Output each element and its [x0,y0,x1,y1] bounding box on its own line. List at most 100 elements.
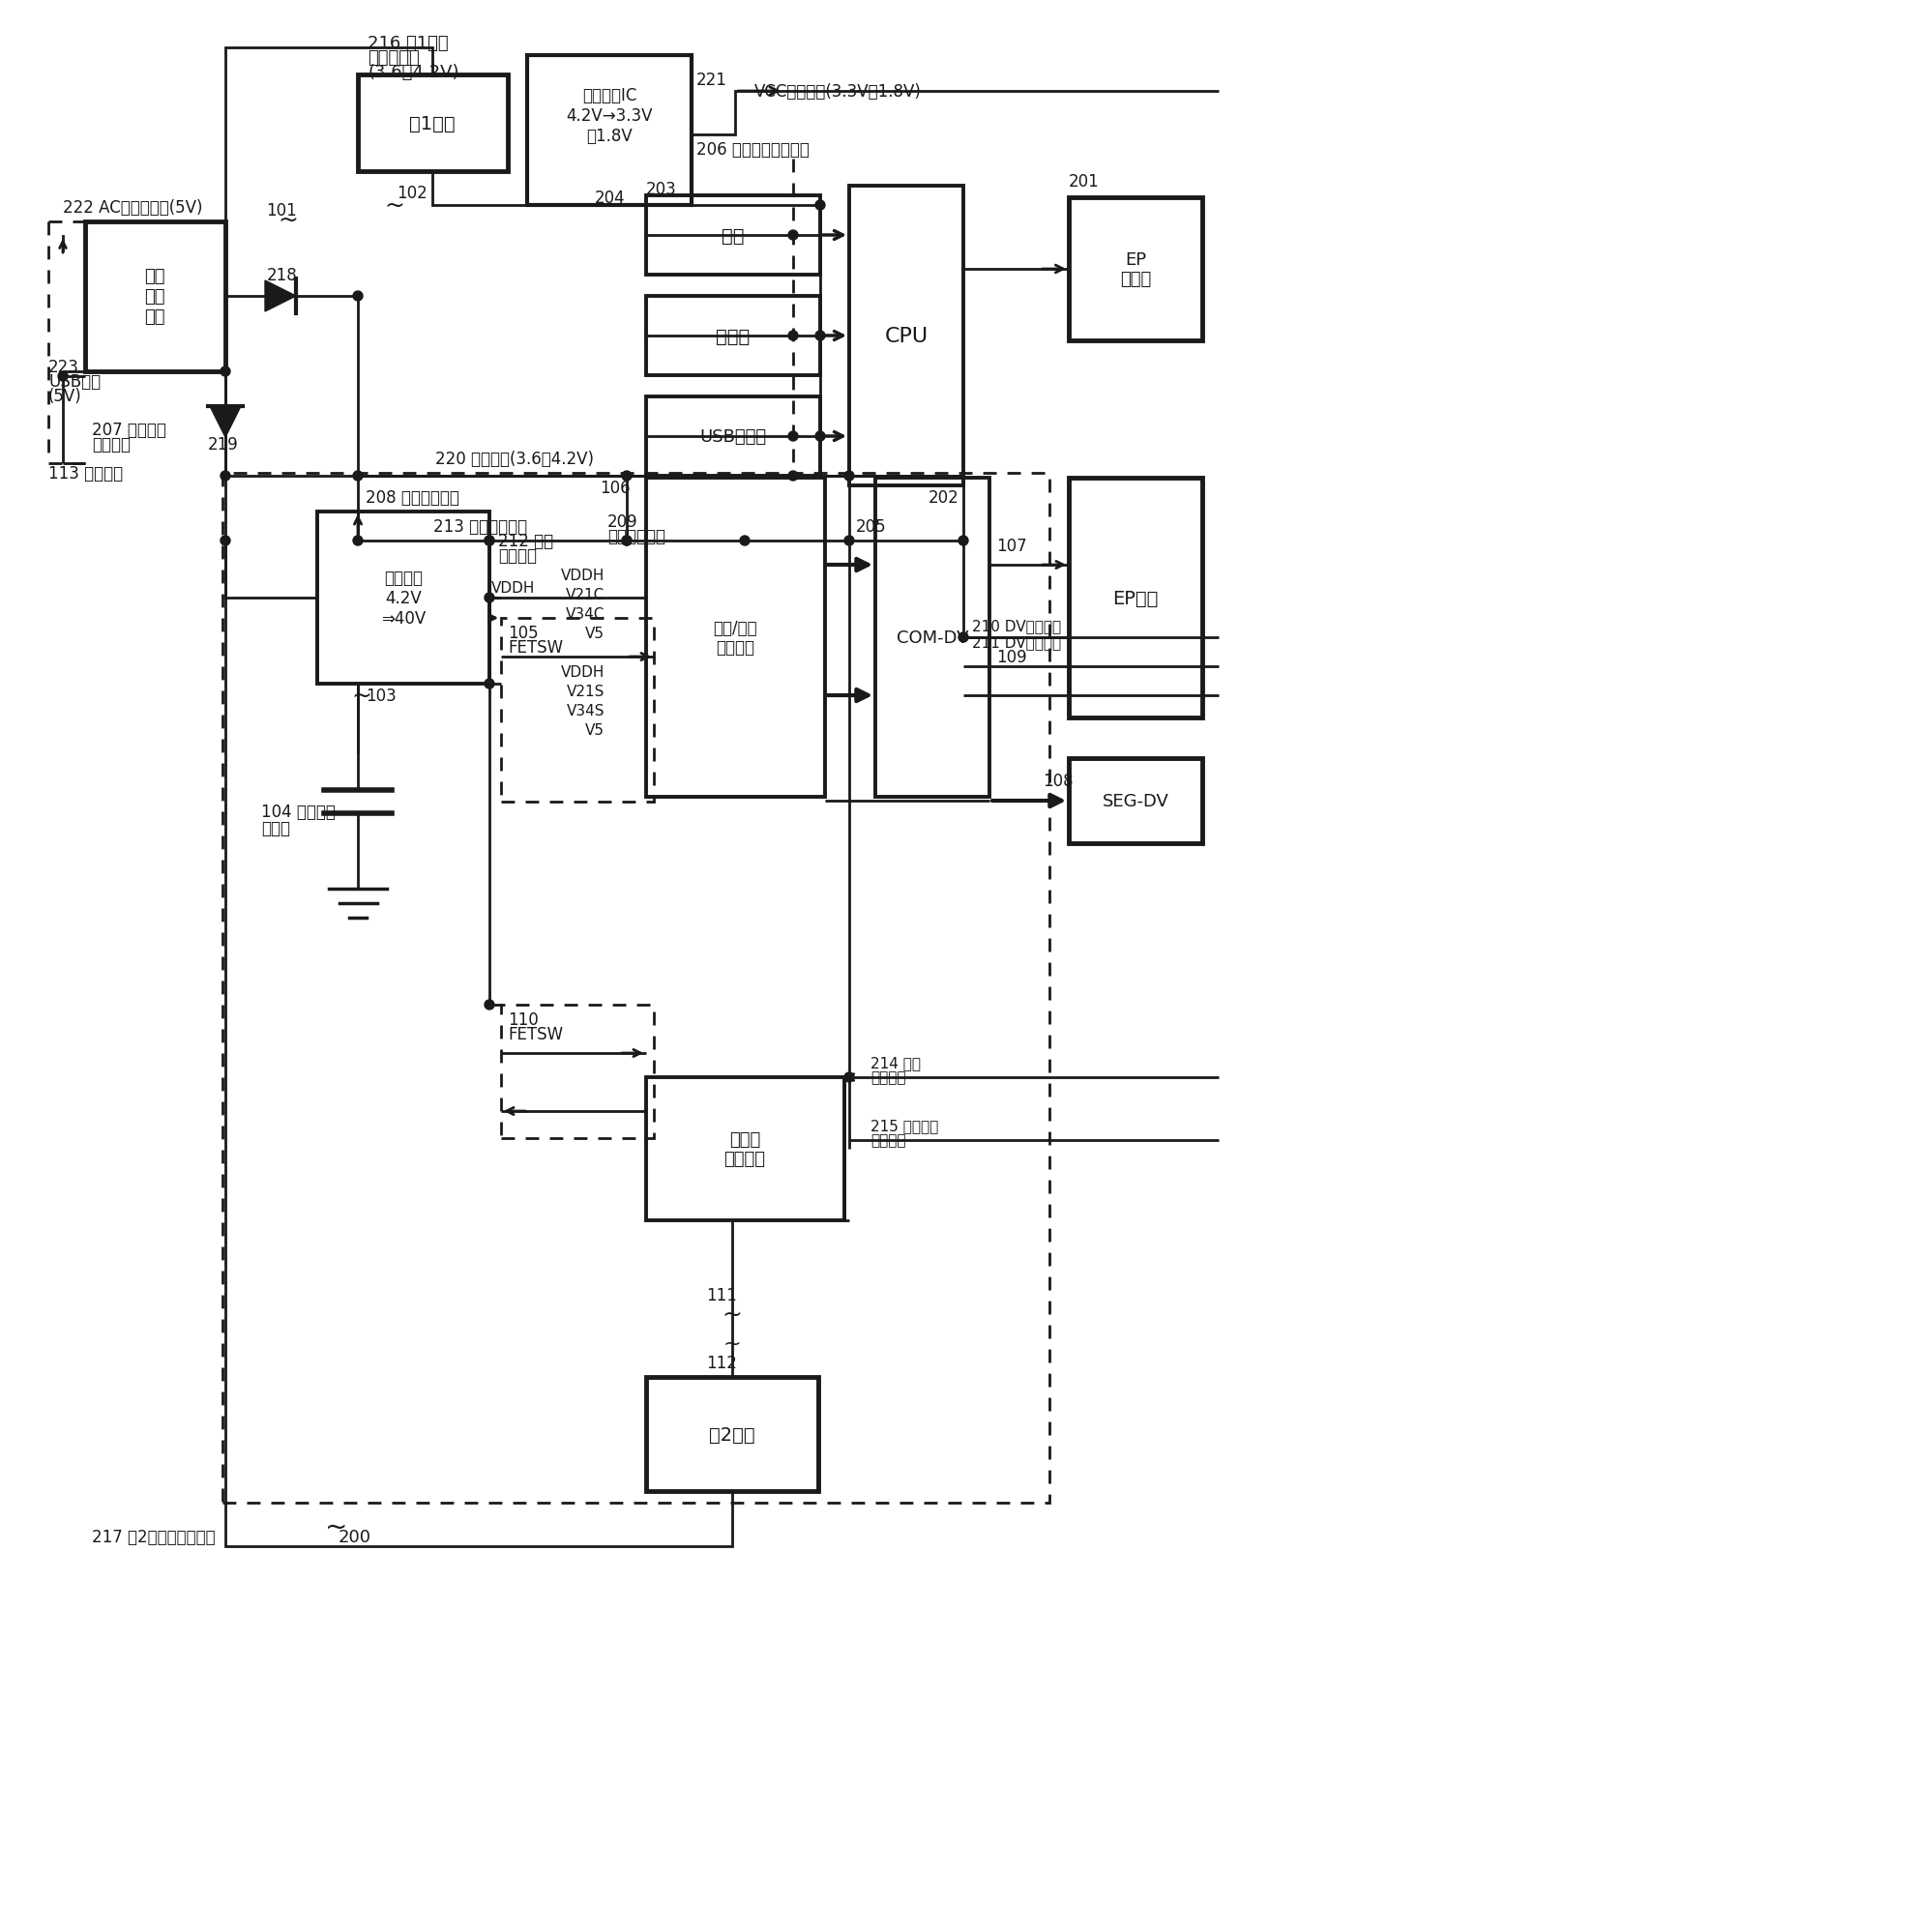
Text: USB电源: USB电源 [48,373,102,390]
Text: 204: 204 [594,189,625,207]
Text: 208 升压控制信号: 208 升压控制信号 [366,489,458,506]
Circle shape [621,537,631,547]
Circle shape [621,471,631,481]
Text: 控制信号: 控制信号 [498,547,537,564]
Circle shape [220,537,230,547]
Text: 216 第1电池: 216 第1电池 [368,35,449,52]
Bar [500,618,654,802]
Circle shape [788,232,797,242]
Text: EP面板: EP面板 [1112,589,1158,607]
Text: 充电
控制
电路: 充电 控制 电路 [144,269,165,325]
Circle shape [958,634,968,643]
Text: 切换信号: 切换信号 [870,1134,905,1148]
Text: 213 开关控制信号: 213 开关控制信号 [433,518,527,535]
Text: V5: V5 [585,723,604,736]
Bar [874,479,989,798]
Text: 102: 102 [397,185,427,203]
Polygon shape [209,408,242,439]
Text: VDDH: VDDH [491,580,535,595]
Text: 203: 203 [646,182,677,199]
Text: 217 第2电池电力供给线: 217 第2电池电力供给线 [92,1528,215,1546]
Circle shape [815,201,824,211]
Bar [1068,759,1202,844]
Text: 201: 201 [1068,174,1098,191]
Circle shape [843,537,853,547]
Text: (3.6～4.2V): (3.6～4.2V) [368,64,458,81]
Text: V21C: V21C [566,587,604,601]
Text: EP
控制器: EP 控制器 [1120,251,1150,288]
Bar [646,1378,819,1492]
Circle shape [788,332,797,342]
Bar [646,398,820,477]
Circle shape [958,537,968,547]
Text: V34C: V34C [566,607,604,620]
Text: 分压/电压
设定电路: 分压/电压 设定电路 [713,618,757,657]
Text: 电压控制信号: 电压控制信号 [608,527,665,545]
Bar [358,75,508,172]
Text: 207 输入电源: 207 输入电源 [92,421,167,439]
Bar [84,222,224,373]
Text: 210 DV控制信号: 210 DV控制信号 [972,618,1060,634]
Circle shape [353,537,362,547]
Text: 充放电
控制电路: 充放电 控制电路 [723,1130,765,1169]
Text: 218: 218 [266,267,297,284]
Text: 电容器: 电容器 [261,819,289,837]
Text: 105: 105 [508,624,539,641]
Circle shape [485,537,495,547]
Text: FETSW: FETSW [508,1026,564,1043]
Bar [646,1078,843,1221]
Text: CPU: CPU [884,327,928,346]
Bar [849,187,962,487]
Text: SEG-DV: SEG-DV [1102,792,1167,810]
Circle shape [843,471,853,481]
Text: VCC逻辑电源(3.3V～1.8V): VCC逻辑电源(3.3V～1.8V) [753,83,922,100]
Circle shape [353,471,362,481]
Text: FETSW: FETSW [508,639,564,657]
Text: V21S: V21S [566,684,604,697]
Bar [222,473,1049,1503]
Text: 第1电池: 第1电池 [408,114,454,133]
Text: 108: 108 [1043,773,1074,790]
Bar [1068,199,1202,342]
Text: 220 驱动电源(3.6～4.2V): 220 驱动电源(3.6～4.2V) [435,450,594,468]
Circle shape [740,537,750,547]
Text: ~: ~ [721,1302,742,1325]
Bar [646,298,820,377]
Text: 切换信号: 切换信号 [92,437,130,454]
Circle shape [353,292,362,301]
Text: V5: V5 [585,626,604,639]
Circle shape [485,537,495,547]
Text: 监视信号: 监视信号 [870,1070,905,1086]
Text: ~: ~ [326,1513,347,1540]
Circle shape [485,1001,495,1010]
Text: 200: 200 [339,1528,372,1546]
Circle shape [788,433,797,442]
Text: 112: 112 [705,1354,736,1372]
Text: 212 开关: 212 开关 [498,533,554,551]
Text: VDDH: VDDH [560,665,604,678]
Bar [646,197,820,276]
Bar [500,1005,654,1138]
Text: 101: 101 [266,203,297,220]
Circle shape [843,1072,853,1082]
Text: 升压电路
4.2V
⇒40V: 升压电路 4.2V ⇒40V [381,570,426,628]
Text: ~: ~ [351,684,372,707]
Text: 113 外部电源: 113 外部电源 [48,466,123,483]
Text: 106: 106 [600,479,631,497]
Bar [527,56,692,207]
Text: (5V): (5V) [48,388,82,406]
Text: 逻辑电源IC
4.2V→3.3V
或1.8V: 逻辑电源IC 4.2V→3.3V 或1.8V [566,87,652,145]
Text: 215 输入电源: 215 输入电源 [870,1119,937,1134]
Text: 205: 205 [855,518,886,535]
Text: 206 画面重写请求信号: 206 画面重写请求信号 [696,141,809,158]
Text: 107: 107 [995,537,1026,554]
Circle shape [788,471,797,481]
Text: 211 DV控制信号: 211 DV控制信号 [972,636,1060,649]
Text: 222 AC适配器电源(5V): 222 AC适配器电源(5V) [63,199,203,216]
Circle shape [815,433,824,442]
Circle shape [485,680,495,690]
Polygon shape [265,282,295,313]
Circle shape [220,471,230,481]
Bar [1068,479,1202,719]
Text: 电力供给线: 电力供给线 [368,50,420,68]
